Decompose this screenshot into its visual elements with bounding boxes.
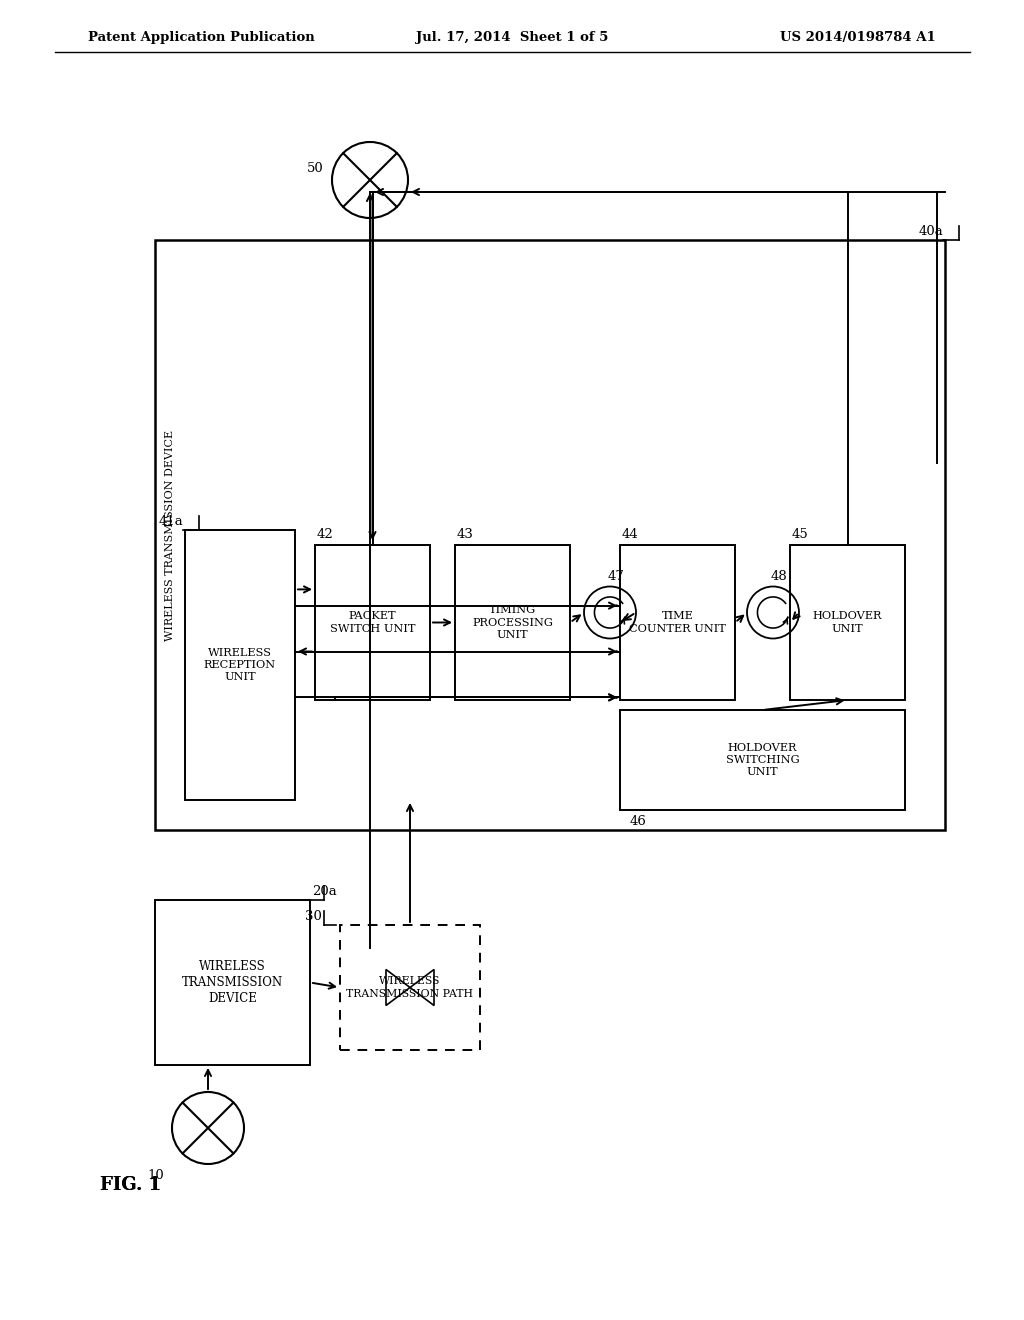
Text: HOLDOVER
UNIT: HOLDOVER UNIT <box>813 611 883 634</box>
Text: FIG. 1: FIG. 1 <box>100 1176 161 1195</box>
Bar <box>315 545 430 700</box>
Text: TIME
COUNTER UNIT: TIME COUNTER UNIT <box>629 611 726 634</box>
Text: 20a: 20a <box>312 884 337 898</box>
Text: PACKET
SWITCH UNIT: PACKET SWITCH UNIT <box>330 611 416 634</box>
Text: WIRELESS TRANSMISSION DEVICE: WIRELESS TRANSMISSION DEVICE <box>165 429 175 640</box>
Text: 43: 43 <box>457 528 474 541</box>
Bar <box>185 531 295 800</box>
Bar <box>455 545 570 700</box>
Text: FIG. 1: FIG. 1 <box>100 1176 161 1195</box>
Text: 46: 46 <box>630 814 647 828</box>
Text: WIRELESS
TRANSMISSION
DEVICE: WIRELESS TRANSMISSION DEVICE <box>182 960 283 1005</box>
Text: Patent Application Publication: Patent Application Publication <box>88 30 314 44</box>
Text: WIRELESS
TRANSMISSION PATH: WIRELESS TRANSMISSION PATH <box>346 977 473 999</box>
Text: 40a: 40a <box>919 224 943 238</box>
Bar <box>790 545 905 700</box>
Text: Jul. 17, 2014  Sheet 1 of 5: Jul. 17, 2014 Sheet 1 of 5 <box>416 30 608 44</box>
Text: 45: 45 <box>792 528 809 541</box>
Text: 44: 44 <box>622 528 639 541</box>
Bar <box>620 710 905 810</box>
Text: 47: 47 <box>608 569 625 582</box>
Bar <box>620 545 735 700</box>
Text: 30: 30 <box>305 909 322 923</box>
Text: WIRELESS
RECEPTION
UNIT: WIRELESS RECEPTION UNIT <box>204 648 276 682</box>
Text: US 2014/0198784 A1: US 2014/0198784 A1 <box>780 30 936 44</box>
Text: 10: 10 <box>147 1170 164 1181</box>
Text: HOLDOVER
SWITCHING
UNIT: HOLDOVER SWITCHING UNIT <box>726 743 800 777</box>
Text: 50: 50 <box>307 162 324 176</box>
Bar <box>155 240 945 830</box>
Bar <box>340 925 480 1049</box>
Text: TIMING
PROCESSING
UNIT: TIMING PROCESSING UNIT <box>472 605 553 640</box>
Bar <box>155 900 310 1065</box>
Text: 41a: 41a <box>159 515 183 528</box>
Text: 42: 42 <box>317 528 334 541</box>
Text: 48: 48 <box>771 569 787 582</box>
